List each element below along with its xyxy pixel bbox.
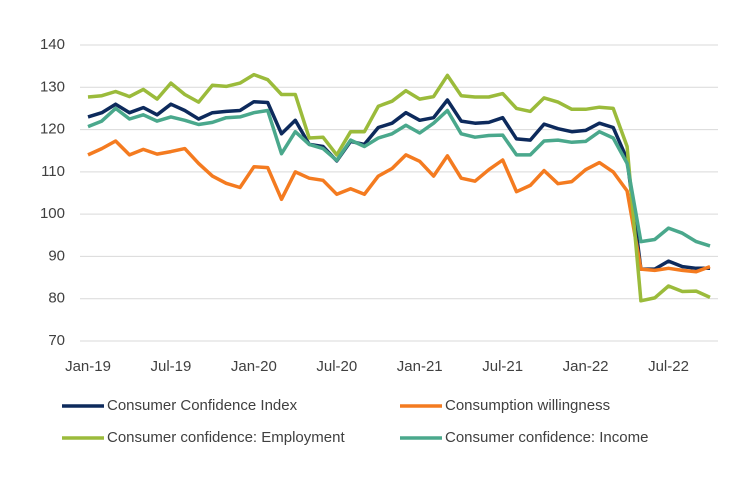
y-tick-label: 110 xyxy=(41,163,65,180)
series-line xyxy=(87,98,710,271)
y-tick-label: 140 xyxy=(40,36,65,53)
x-tick-label: Jan-21 xyxy=(397,358,443,375)
legend-label: Consumer confidence: Employment xyxy=(107,429,345,446)
series-line xyxy=(87,139,711,274)
legend-label: Consumption willingness xyxy=(445,397,610,414)
x-tick-label: Jul-21 xyxy=(482,358,523,375)
x-tick-label: Jul-22 xyxy=(648,358,689,375)
series-line xyxy=(87,106,711,248)
legend-label: Consumer Confidence Index xyxy=(107,397,298,414)
legend-label: Consumer confidence: Income xyxy=(445,429,648,446)
series-line xyxy=(87,72,711,303)
y-tick-label: 70 xyxy=(48,332,65,349)
y-tick-label: 90 xyxy=(48,247,65,264)
x-tick-label: Jul-19 xyxy=(151,358,192,375)
y-tick-label: 120 xyxy=(40,121,65,138)
x-tick-label: Jan-20 xyxy=(231,358,277,375)
y-tick-label: 130 xyxy=(40,78,65,95)
x-tick-label: Jan-22 xyxy=(563,358,609,375)
y-tick-label: 80 xyxy=(48,290,65,307)
y-tick-label: 100 xyxy=(40,205,65,222)
x-tick-label: Jan-19 xyxy=(65,358,111,375)
x-tick-label: Jul-20 xyxy=(316,358,357,375)
